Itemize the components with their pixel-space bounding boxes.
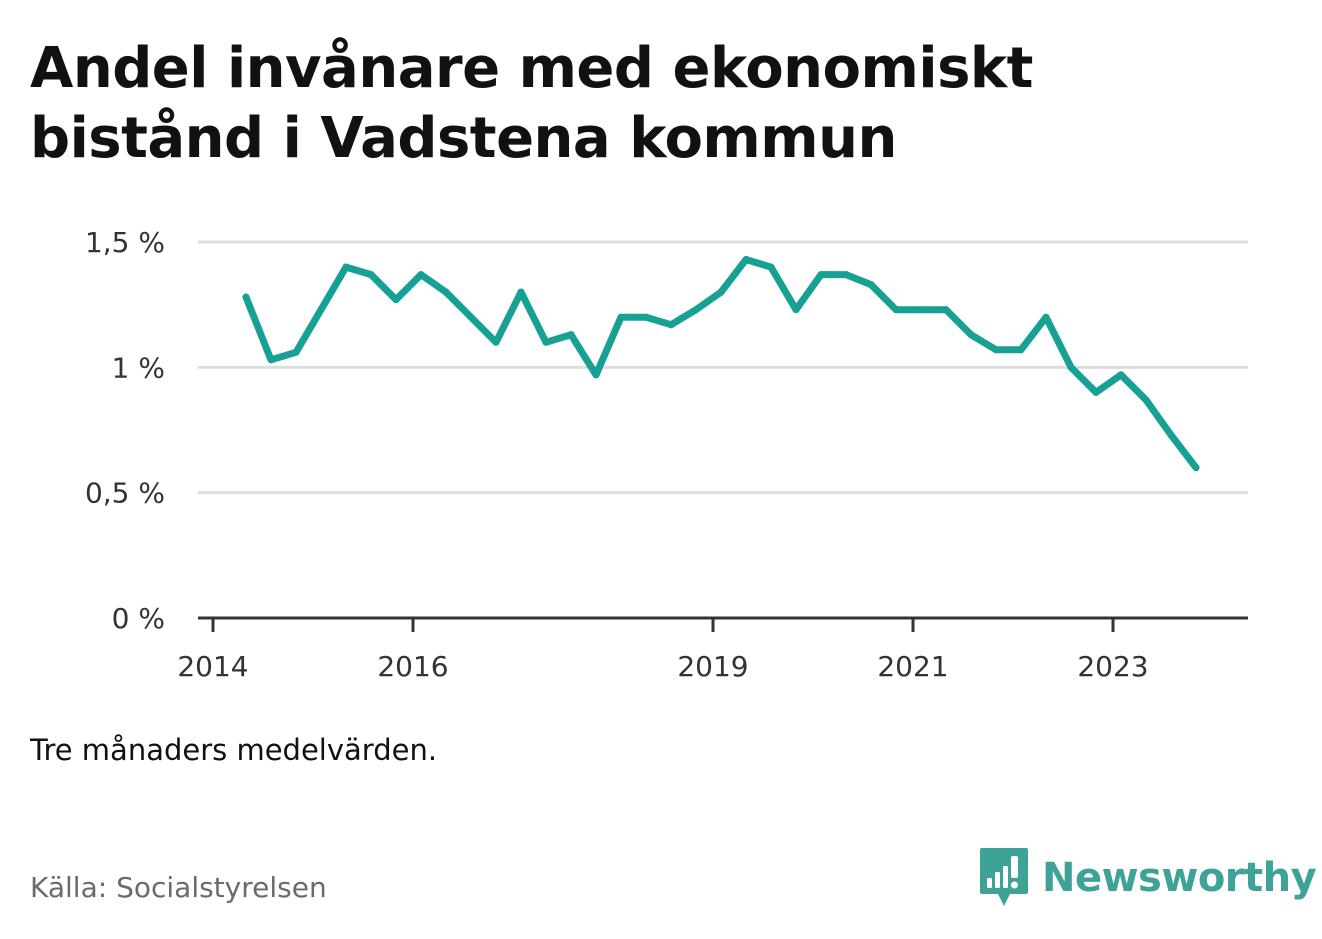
y-tick-label: 0 %	[112, 602, 165, 635]
x-tick-label: 2016	[377, 650, 448, 683]
data-point	[692, 306, 700, 314]
data-point	[417, 271, 425, 279]
chart-title: Andel invånare med ekonomiskt bistånd i …	[30, 36, 1033, 171]
data-point	[267, 356, 275, 364]
series-group	[242, 256, 1200, 472]
data-point	[342, 263, 350, 271]
data-point	[442, 288, 450, 296]
data-point	[967, 331, 975, 339]
data-point	[1067, 363, 1075, 371]
data-point	[292, 348, 300, 356]
data-point	[392, 296, 400, 304]
y-tick-label: 1 %	[112, 351, 165, 384]
data-point	[1167, 431, 1175, 439]
data-point	[1192, 464, 1200, 472]
grid-lines	[198, 240, 1248, 495]
y-tick-label: 0,5 %	[85, 477, 165, 510]
data-point	[842, 271, 850, 279]
data-point	[792, 306, 800, 314]
data-point	[667, 321, 675, 329]
data-point	[942, 306, 950, 314]
data-point	[367, 271, 375, 279]
x-tick-label: 2014	[177, 650, 248, 683]
data-point	[642, 313, 650, 321]
data-point	[742, 256, 750, 264]
data-point	[1117, 371, 1125, 379]
data-point	[917, 306, 925, 314]
data-point	[467, 313, 475, 321]
data-point	[717, 288, 725, 296]
data-point	[817, 271, 825, 279]
data-point	[992, 346, 1000, 354]
data-point	[1142, 396, 1150, 404]
x-tick-label: 2021	[877, 650, 948, 683]
data-point	[617, 313, 625, 321]
line-chart: 0 % 0,5 % 1 % 1,5 % 2014 2016 2019 2021 2023	[85, 226, 1248, 683]
brand-name: Newsworthy	[1042, 855, 1317, 901]
data-point	[892, 306, 900, 314]
x-tick-label: 2019	[677, 650, 748, 683]
brand: Newsworthy	[980, 848, 1317, 908]
data-point	[767, 263, 775, 271]
data-point	[567, 331, 575, 339]
data-point	[517, 288, 525, 296]
x-axis: 2014 2016 2019 2021 2023	[177, 616, 1248, 683]
y-tick-label: 1,5 %	[85, 226, 165, 259]
data-point	[242, 293, 250, 301]
newsworthy-logo-icon	[980, 848, 1028, 906]
y-axis-ticks: 0 % 0,5 % 1 % 1,5 %	[85, 226, 165, 635]
source-text: Källa: Socialstyrelsen	[30, 871, 327, 904]
data-point	[1042, 313, 1050, 321]
chart-note: Tre månaders medelvärden.	[30, 733, 438, 767]
data-point	[492, 338, 500, 346]
data-point	[542, 338, 550, 346]
data-point	[1017, 346, 1025, 354]
data-point	[592, 371, 600, 379]
data-point	[1092, 388, 1100, 396]
data-point	[867, 281, 875, 289]
x-tick-label: 2023	[1077, 650, 1148, 683]
data-point	[317, 306, 325, 314]
